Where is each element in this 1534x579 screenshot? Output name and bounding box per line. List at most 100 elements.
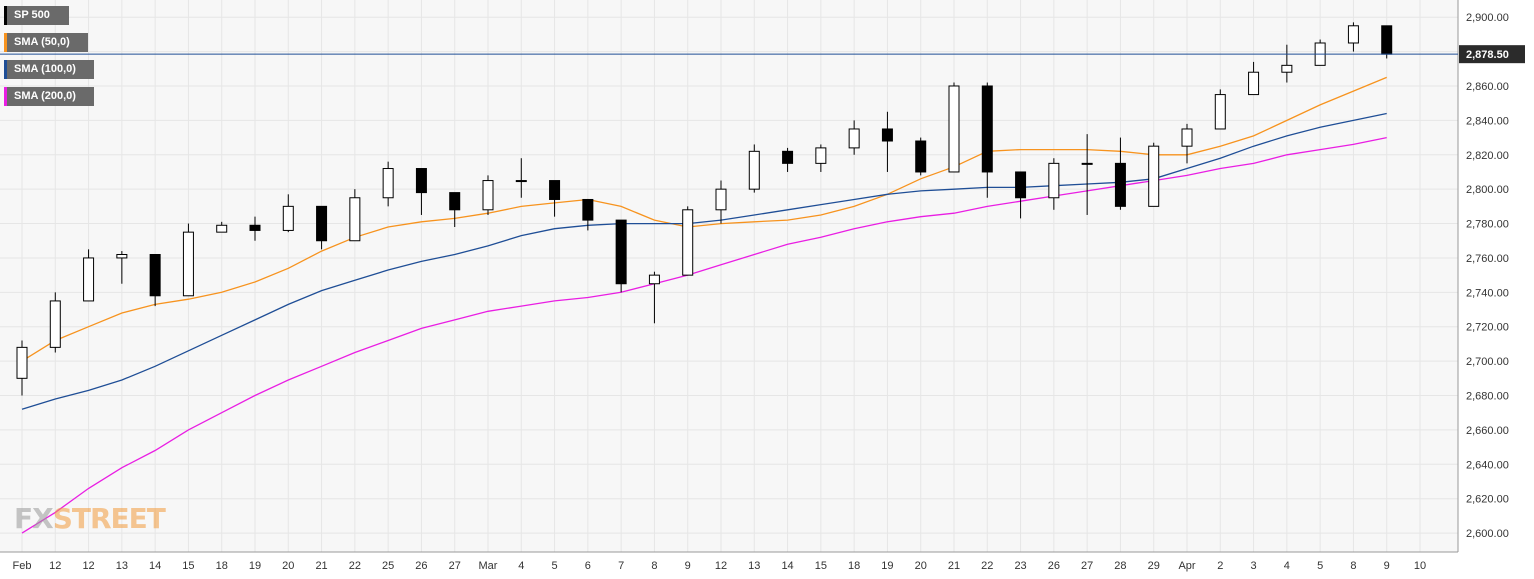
x-tick-label: 9 <box>685 560 691 572</box>
x-tick-label: 13 <box>748 560 760 572</box>
candle-body <box>1281 64 1293 73</box>
y-tick-label: 2,860.00 <box>1466 81 1509 93</box>
candle-body <box>415 168 427 194</box>
candle-body <box>1347 25 1359 44</box>
candle-body <box>83 257 95 302</box>
candle-body <box>1214 94 1226 130</box>
y-tick-label: 2,800.00 <box>1466 184 1509 196</box>
x-tick-label: 22 <box>349 560 361 572</box>
candle-body <box>282 205 294 231</box>
x-tick-label: 26 <box>415 560 427 572</box>
candle-body <box>715 188 727 211</box>
candle-body <box>1248 71 1260 96</box>
candle-body <box>848 128 860 149</box>
candle-body <box>116 254 128 259</box>
y-tick-label: 2,840.00 <box>1466 115 1509 127</box>
candle-body <box>16 346 28 379</box>
candle-body <box>249 224 261 231</box>
x-tick-label: 13 <box>116 560 128 572</box>
legend-swatch <box>4 33 7 52</box>
x-tick-label: 21 <box>315 560 327 572</box>
x-tick-label: 8 <box>651 560 657 572</box>
legend-swatch <box>4 6 7 25</box>
logo-street: STREET <box>52 502 166 535</box>
candle-body <box>49 300 61 348</box>
x-tick-label: 26 <box>1048 560 1060 572</box>
fxstreet-logo: FXSTREET <box>14 502 166 535</box>
x-tick-label: 4 <box>1284 560 1290 572</box>
candle-body <box>1114 162 1126 207</box>
x-tick-label: 27 <box>1081 560 1093 572</box>
x-tick-label: 6 <box>585 560 591 572</box>
last-price-label: 2,878.50 <box>1466 49 1509 61</box>
candle-body <box>149 254 161 297</box>
candle-body <box>515 180 527 183</box>
x-tick-label: 28 <box>1114 560 1126 572</box>
x-tick-label: 19 <box>249 560 261 572</box>
candle-body <box>449 192 461 211</box>
x-tick-label: 12 <box>82 560 94 572</box>
legend-sma100[interactable]: SMA (100,0) <box>4 60 94 79</box>
x-tick-label: 18 <box>216 560 228 572</box>
plot-area <box>0 0 1458 552</box>
x-tick-label: 8 <box>1350 560 1356 572</box>
candle-body <box>1181 128 1193 147</box>
x-tick-label: 23 <box>1014 560 1026 572</box>
y-tick-label: 2,640.00 <box>1466 459 1509 471</box>
candle-body <box>915 140 927 173</box>
x-tick-label: 14 <box>149 560 161 572</box>
candle-body <box>182 231 194 297</box>
x-tick-label: Mar <box>479 560 498 572</box>
candle-body <box>682 209 694 276</box>
x-tick-label: 18 <box>848 560 860 572</box>
x-tick-label: 7 <box>618 560 624 572</box>
y-tick-label: 2,600.00 <box>1466 528 1509 540</box>
x-tick-label: 25 <box>382 560 394 572</box>
sma-line-3 <box>21 136 1387 534</box>
x-tick-label: 10 <box>1414 560 1426 572</box>
legend-label: SMA (100,0) <box>14 63 76 75</box>
y-tick-label: 2,820.00 <box>1466 150 1509 162</box>
candle-body <box>1148 145 1160 207</box>
x-tick-label: 4 <box>518 560 524 572</box>
candle-body <box>582 198 594 221</box>
x-tick-label: 3 <box>1251 560 1257 572</box>
candle-body <box>316 205 328 242</box>
candle-body <box>1081 162 1093 165</box>
x-tick-label: 29 <box>1148 560 1160 572</box>
candle-body <box>981 85 993 173</box>
y-tick-label: 2,700.00 <box>1466 356 1509 368</box>
x-tick-label: 12 <box>49 560 61 572</box>
x-tick-label: 5 <box>552 560 558 572</box>
candle-body <box>615 219 627 285</box>
x-tick-label: Apr <box>1178 560 1195 572</box>
candle-body <box>782 150 794 164</box>
x-tick-label: 15 <box>815 560 827 572</box>
legend-sp500[interactable]: SP 500 <box>4 6 69 25</box>
candle-body <box>948 85 960 173</box>
candle-body <box>349 197 361 242</box>
legend-sma200[interactable]: SMA (200,0) <box>4 87 94 106</box>
x-tick-label: Feb <box>13 560 32 572</box>
legend-swatch <box>4 87 7 106</box>
y-tick-label: 2,720.00 <box>1466 322 1509 334</box>
candle-body <box>648 274 660 285</box>
candle-body <box>482 180 494 211</box>
x-tick-label: 5 <box>1317 560 1323 572</box>
x-tick-label: 22 <box>981 560 993 572</box>
candle-body <box>1048 162 1060 199</box>
legend-label: SMA (50,0) <box>14 36 70 48</box>
candle-body <box>216 224 228 233</box>
y-tick-label: 2,680.00 <box>1466 391 1509 403</box>
logo-fx: FX <box>14 502 54 535</box>
legend-label: SMA (200,0) <box>14 90 76 102</box>
sma-line-2 <box>21 112 1387 410</box>
candle-body <box>382 168 394 199</box>
x-tick-label: 20 <box>282 560 294 572</box>
x-tick-label: 12 <box>715 560 727 572</box>
legend-label: SP 500 <box>14 9 50 21</box>
legend-sma50[interactable]: SMA (50,0) <box>4 33 88 52</box>
y-tick-label: 2,900.00 <box>1466 12 1509 24</box>
candle-body <box>549 180 561 200</box>
